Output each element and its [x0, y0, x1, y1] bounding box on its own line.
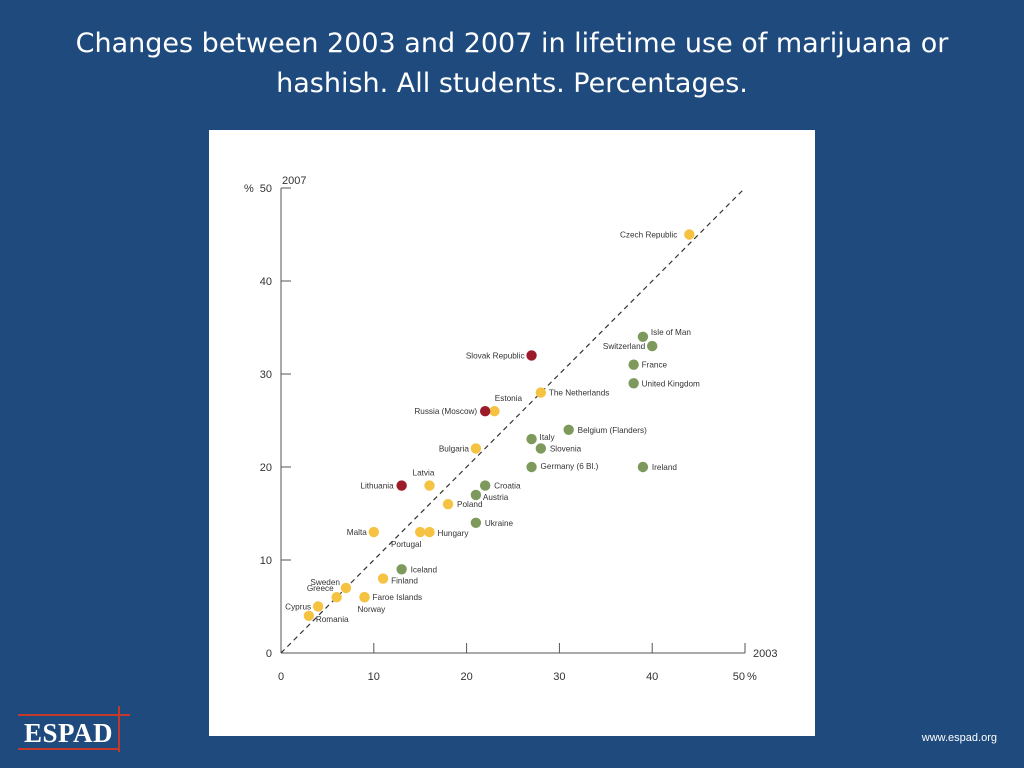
point-label-faroe-islands: Faroe Islands	[373, 593, 423, 602]
point-label-bulgaria: Bulgaria	[439, 444, 469, 453]
logo-rule-bottom	[18, 748, 118, 750]
point-label-slovenia: Slovenia	[550, 444, 582, 453]
y-tick-label: 20	[260, 462, 272, 474]
y-unit-label: %	[244, 183, 254, 195]
diagonal-reference-line	[280, 187, 746, 654]
x-tick-label: 50	[733, 671, 745, 683]
logo-rule-top	[18, 714, 130, 716]
point-label-italy: Italy	[540, 433, 556, 442]
point-label-norway: Norway	[358, 605, 387, 614]
point-lithuania	[396, 480, 407, 491]
point-label-czech-republic: Czech Republic	[620, 231, 677, 240]
point-portugal	[415, 526, 426, 538]
point-iceland	[396, 564, 407, 575]
point-label-ukraine: Ukraine	[485, 519, 514, 528]
point-label-germany-6-bl: Germany (6 Bl.)	[541, 462, 599, 471]
x-axis-title: 2003	[753, 648, 777, 660]
point-greece	[331, 592, 342, 603]
point-label-latvia: Latvia	[413, 469, 435, 478]
point-label-croatia: Croatia	[494, 482, 521, 491]
point-cyprus	[312, 601, 324, 612]
point-the-netherlands	[535, 387, 547, 398]
point-france	[628, 359, 639, 370]
point-label-slovak-republic: Slovak Republic	[466, 351, 525, 360]
scatter-chart-panel: 0 10 20 30 40 50% 2007 0 10 20 30 40 50% 2003 Czech R…	[209, 130, 815, 736]
x-tick-label: 20	[460, 671, 472, 683]
espad-logo: ESPAD	[18, 706, 130, 752]
point-label-belgium-flanders: Belgium (Flanders)	[578, 426, 647, 435]
point-label-the-netherlands: The Netherlands	[549, 389, 610, 398]
x-unit-label: %	[747, 671, 757, 683]
x-tick-label: 40	[646, 671, 658, 683]
slide-title: Changes between 2003 and 2007 in lifetim…	[75, 28, 949, 99]
point-croatia	[479, 480, 491, 491]
point-finland	[377, 573, 389, 584]
point-sweden	[340, 582, 352, 594]
point-slovenia	[535, 443, 547, 454]
point-isle-of-man	[637, 331, 649, 342]
footer-url: www.espad.org	[921, 732, 997, 744]
y-axis-title: 2007	[282, 175, 306, 187]
point-label-romania: Romania	[316, 615, 349, 624]
point-malta	[368, 526, 379, 538]
point-slovak-republic	[526, 350, 537, 361]
point-label-estonia: Estonia	[495, 394, 523, 403]
point-label-ireland: Ireland	[652, 463, 677, 472]
point-austria	[470, 489, 482, 501]
point-label-france: France	[642, 361, 668, 370]
point-label-austria: Austria	[483, 493, 509, 502]
point-switzerland	[647, 340, 658, 352]
y-tick-label: 30	[260, 369, 272, 381]
point-italy	[526, 433, 537, 445]
y-tick-label: 40	[260, 276, 272, 288]
point-label-lithuania: Lithuania	[360, 482, 394, 491]
scatter-chart: 0 10 20 30 40 50% 2007 0 10 20 30 40 50 % 2003 Czech R…	[244, 175, 777, 683]
point-label-malta: Malta	[347, 528, 367, 537]
point-romania	[303, 610, 315, 621]
point-ukraine	[470, 517, 482, 528]
point-latvia	[424, 480, 435, 491]
point-label-united-kingdom: United Kingdom	[642, 379, 700, 388]
logo-text: ESPAD	[24, 718, 114, 748]
point-label-sweden: Sweden	[310, 578, 340, 587]
point-label-hungary: Hungary	[437, 529, 469, 538]
point-bulgaria	[470, 443, 482, 454]
point-label-iceland: Iceland	[411, 565, 438, 574]
point-label-switzerland: Switzerland	[603, 342, 646, 351]
point-belgium-flanders	[563, 424, 574, 435]
y-tick-label: 0	[266, 648, 272, 660]
point-united-kingdom	[628, 378, 639, 389]
y-tick-label: 10	[260, 555, 272, 567]
logo-rule-vertical	[118, 706, 120, 752]
y-tick-label: 50	[260, 183, 272, 195]
point-russia-moscow	[479, 406, 491, 417]
point-label-cyprus: Cyprus	[285, 603, 311, 612]
point-hungary	[424, 526, 435, 538]
point-label-portugal: Portugal	[391, 540, 422, 549]
point-germany-6-bl	[526, 461, 537, 473]
point-estonia	[489, 406, 500, 417]
point-poland	[442, 499, 454, 510]
x-tick-label: 30	[553, 671, 565, 683]
point-label-finland: Finland	[391, 577, 418, 586]
point-label-greece: Greece	[307, 584, 334, 593]
point-czech-republic	[684, 229, 695, 240]
x-tick-label: 10	[368, 671, 380, 683]
point-norway	[359, 592, 370, 603]
point-ireland	[637, 461, 649, 473]
x-tick-label: 0	[278, 671, 284, 683]
point-label-isle-of-man: Isle of Man	[651, 328, 691, 337]
point-label-poland: Poland	[457, 500, 483, 509]
point-label-russia-moscow: Russia (Moscow)	[414, 407, 477, 416]
